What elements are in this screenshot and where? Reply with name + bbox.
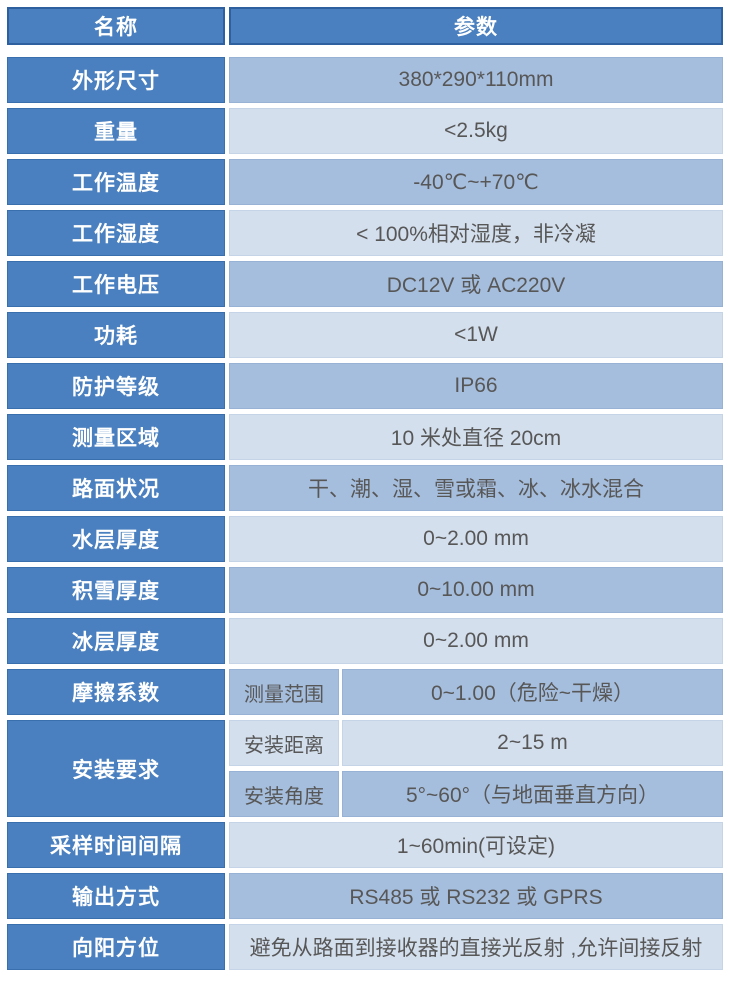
row-label: 冰层厚度 (7, 618, 225, 664)
table-row: 重量 <2.5kg (7, 108, 723, 154)
sub-label: 测量范围 (229, 669, 339, 715)
table-sub-row: 安装距离 2~15 m (229, 720, 723, 766)
row-label: 输出方式 (7, 873, 225, 919)
row-value: 5°~60°（与地面垂直方向） (342, 771, 723, 817)
row-label: 测量区域 (7, 414, 225, 460)
row-label: 功耗 (7, 312, 225, 358)
table-row: 防护等级 IP66 (7, 363, 723, 409)
row-value: 0~2.00 mm (229, 516, 723, 562)
table-row: 冰层厚度 0~2.00 mm (7, 618, 723, 664)
row-label: 防护等级 (7, 363, 225, 409)
row-label: 路面状况 (7, 465, 225, 511)
row-value: DC12V 或 AC220V (229, 261, 723, 307)
row-label: 水层厚度 (7, 516, 225, 562)
row-value: 干、潮、湿、雪或霜、冰、冰水混合 (229, 465, 723, 511)
row-value: <2.5kg (229, 108, 723, 154)
row-label: 安装要求 (7, 720, 225, 817)
table-row: 路面状况 干、潮、湿、雪或霜、冰、冰水混合 (7, 465, 723, 511)
row-label: 重量 (7, 108, 225, 154)
header-param-cell: 参数 (229, 7, 723, 45)
table-row: 采样时间间隔 1~60min(可设定) (7, 822, 723, 868)
table-row: 向阳方位 避免从路面到接收器的直接光反射 ,允许间接反射 (7, 924, 723, 970)
row-value: 0~10.00 mm (229, 567, 723, 613)
row-label: 采样时间间隔 (7, 822, 225, 868)
row-value: 0~1.00（危险~干燥） (342, 669, 723, 715)
row-value: 0~2.00 mm (229, 618, 723, 664)
sub-label: 安装距离 (229, 720, 339, 766)
row-value: IP66 (229, 363, 723, 409)
table-sub-row: 安装角度 5°~60°（与地面垂直方向） (229, 771, 723, 817)
table-row: 水层厚度 0~2.00 mm (7, 516, 723, 562)
table-row: 工作湿度 < 100%相对湿度，非冷凝 (7, 210, 723, 256)
row-value: 1~60min(可设定) (229, 822, 723, 868)
table-row: 积雪厚度 0~10.00 mm (7, 567, 723, 613)
table-row: 测量区域 10 米处直径 20cm (7, 414, 723, 460)
row-label: 工作电压 (7, 261, 225, 307)
table-row-friction: 摩擦系数 测量范围 0~1.00（危险~干燥） (7, 669, 723, 715)
row-value: 避免从路面到接收器的直接光反射 ,允许间接反射 (229, 924, 723, 970)
table-row: 输出方式 RS485 或 RS232 或 GPRS (7, 873, 723, 919)
installation-sub-rows: 安装距离 2~15 m 安装角度 5°~60°（与地面垂直方向） (229, 720, 723, 817)
table-row: 工作电压 DC12V 或 AC220V (7, 261, 723, 307)
row-value: -40℃~+70℃ (229, 159, 723, 205)
row-label: 外形尺寸 (7, 57, 225, 103)
table-row: 功耗 <1W (7, 312, 723, 358)
row-value: < 100%相对湿度，非冷凝 (229, 210, 723, 256)
table-row: 外形尺寸 380*290*110mm (7, 57, 723, 103)
row-value: <1W (229, 312, 723, 358)
row-label: 摩擦系数 (7, 669, 225, 715)
sub-label: 安装角度 (229, 771, 339, 817)
row-label: 工作温度 (7, 159, 225, 205)
table-header-row: 名称 参数 (7, 7, 723, 45)
header-name-cell: 名称 (7, 7, 225, 45)
row-value: 10 米处直径 20cm (229, 414, 723, 460)
row-value: 380*290*110mm (229, 57, 723, 103)
table-row: 工作温度 -40℃~+70℃ (7, 159, 723, 205)
row-label: 向阳方位 (7, 924, 225, 970)
row-label: 工作湿度 (7, 210, 225, 256)
row-value: 2~15 m (342, 720, 723, 766)
row-value: RS485 或 RS232 或 GPRS (229, 873, 723, 919)
table-row-installation: 安装要求 安装距离 2~15 m 安装角度 5°~60°（与地面垂直方向） (7, 720, 723, 817)
row-label: 积雪厚度 (7, 567, 225, 613)
